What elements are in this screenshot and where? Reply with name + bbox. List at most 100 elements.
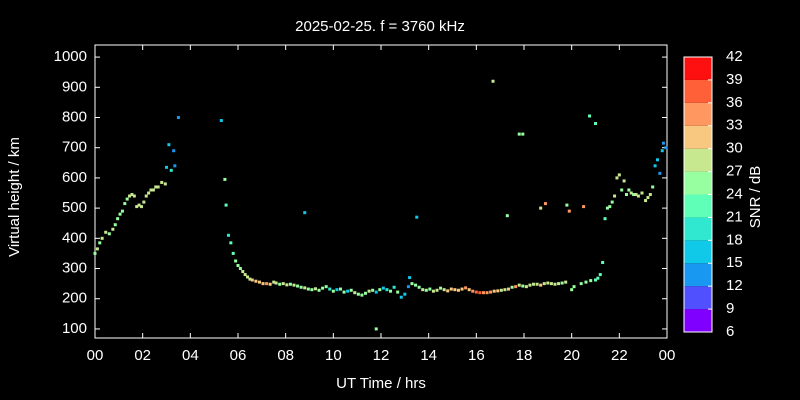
data-point [349, 288, 353, 292]
data-point [439, 286, 443, 290]
data-point [128, 194, 132, 198]
colorbar-segment [684, 286, 712, 310]
data-point [546, 281, 550, 285]
data-point [588, 114, 592, 118]
data-point [510, 285, 514, 289]
data-point [165, 165, 168, 169]
data-point [113, 223, 117, 227]
data-point [517, 132, 521, 136]
data-point [617, 173, 621, 177]
data-point [507, 287, 511, 291]
data-point [655, 158, 659, 162]
data-point [374, 327, 378, 331]
data-point [317, 288, 321, 292]
data-point [176, 115, 180, 119]
colorbar-segment [684, 171, 712, 195]
colorbar-tick-label: 6 [726, 323, 734, 340]
data-point [306, 287, 310, 291]
y-tick-label: 600 [62, 169, 87, 186]
data-point [132, 194, 136, 198]
data-point [460, 287, 464, 291]
data-point [532, 282, 536, 286]
data-point [149, 188, 153, 192]
data-point [567, 209, 571, 213]
data-point [364, 291, 368, 295]
data-point [589, 279, 593, 283]
data-point [250, 278, 254, 282]
data-point [553, 282, 557, 286]
data-point [303, 286, 307, 290]
data-point [371, 288, 375, 292]
data-point [565, 203, 569, 207]
data-point [485, 291, 489, 295]
x-tick-label: 00 [659, 347, 676, 364]
data-point [172, 149, 176, 153]
data-point [367, 289, 371, 293]
data-point [396, 290, 400, 294]
data-point [328, 287, 332, 291]
data-point [100, 236, 104, 240]
data-point [431, 289, 435, 293]
data-point [549, 282, 553, 286]
data-point [557, 282, 561, 286]
y-tick-label: 500 [62, 199, 87, 216]
data-point [303, 211, 307, 215]
data-point [399, 295, 403, 299]
data-point [342, 290, 346, 294]
data-point [167, 143, 171, 147]
data-point [594, 278, 597, 282]
data-point [392, 285, 396, 289]
data-point [93, 251, 97, 255]
data-point [517, 283, 521, 287]
data-point [632, 193, 636, 197]
data-point [254, 279, 258, 283]
data-point [453, 288, 457, 292]
data-point [644, 199, 648, 203]
data-point [539, 206, 543, 210]
data-point [265, 282, 269, 286]
data-point [268, 282, 272, 286]
data-point [615, 176, 619, 180]
chart-title: 2025-02-25. f = 3760 kHz [295, 18, 465, 35]
data-point [505, 214, 509, 218]
data-point [564, 280, 568, 284]
data-point [285, 283, 289, 287]
data-point [281, 282, 285, 286]
data-point [572, 285, 576, 289]
data-point [125, 197, 129, 201]
data-point [346, 289, 350, 293]
data-point [601, 260, 605, 264]
data-point [231, 251, 235, 255]
data-point [123, 202, 127, 206]
data-point [596, 276, 600, 280]
data-point [236, 264, 240, 268]
data-point [658, 171, 662, 175]
colorbar-tick-label: 21 [726, 208, 743, 225]
data-point [560, 281, 564, 285]
data-point [219, 119, 223, 123]
data-point [335, 288, 339, 292]
data-point [636, 194, 640, 198]
colorbar-tick-label: 39 [726, 71, 743, 88]
data-point [481, 291, 485, 295]
x-tick-label: 12 [373, 347, 390, 364]
data-point [613, 194, 617, 198]
colorbar-segment [684, 240, 712, 264]
data-point [135, 205, 139, 209]
data-point [421, 288, 425, 292]
x-tick-label: 00 [87, 347, 104, 364]
data-point [241, 270, 245, 274]
y-tick-label: 200 [62, 290, 87, 307]
data-point [224, 203, 228, 207]
data-point [496, 289, 500, 293]
data-point [111, 227, 115, 231]
data-point [278, 282, 282, 286]
data-point [582, 205, 586, 209]
y-tick-label: 800 [62, 108, 87, 125]
data-point [163, 182, 167, 186]
data-point [415, 215, 419, 219]
data-point [492, 289, 496, 293]
data-point [324, 285, 328, 289]
